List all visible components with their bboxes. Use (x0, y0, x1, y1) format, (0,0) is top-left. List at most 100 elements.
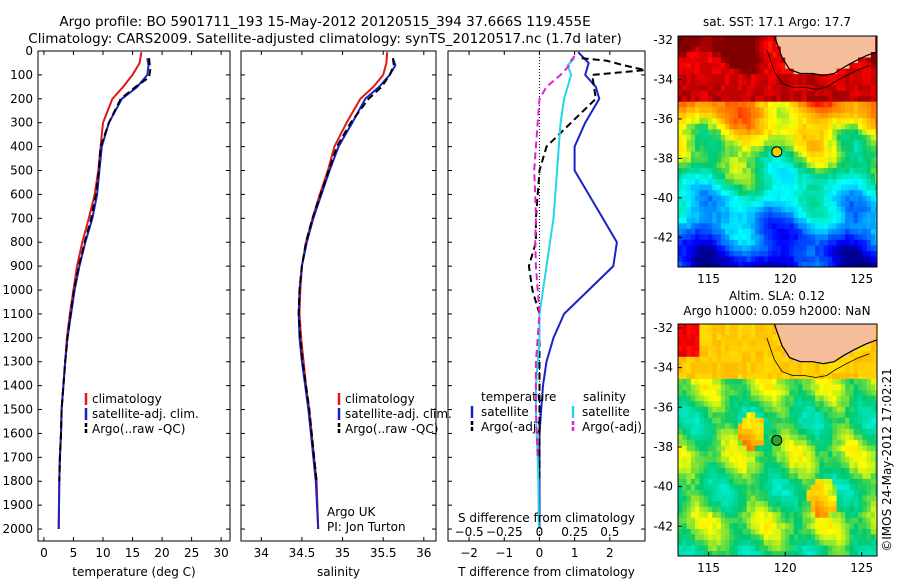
sst_map-cell (699, 56, 705, 63)
sla_map-cell (682, 461, 688, 468)
sla_map-cell (798, 367, 803, 374)
sla_map-cell (853, 489, 859, 496)
sst_map-cell (870, 101, 876, 108)
sst_map-cell (678, 178, 683, 185)
sst_map-cell (703, 84, 709, 91)
sst_map-cell (768, 117, 773, 124)
sst_map-cell (819, 173, 825, 180)
sla_map-cell (725, 489, 730, 496)
sla_map-cell (716, 506, 722, 513)
sst_map-cell (823, 134, 829, 141)
sst_map-cell (836, 184, 842, 191)
sst_map-cell (772, 134, 778, 141)
diff-legend-label: satellite (481, 405, 529, 419)
sla_map-cell (802, 522, 808, 529)
sst_map-cell (733, 139, 739, 146)
sla_map-cell (746, 345, 752, 352)
sst_map-cell (716, 79, 722, 86)
sla_map-cell (862, 500, 868, 507)
sla_map-cell (810, 472, 816, 479)
sla_map-cell (875, 324, 877, 329)
sst_map-cell (853, 36, 859, 41)
sla_map-cell (712, 478, 718, 485)
sst_map-cell (725, 36, 730, 41)
sst_map-cell (798, 200, 803, 207)
sst_map-cell (870, 189, 876, 196)
sst_map-cell (686, 56, 692, 63)
sla_map-cell (703, 500, 709, 507)
sst_map-cell (862, 244, 868, 251)
sla_map-cell (729, 389, 735, 396)
sst_map-cell (699, 95, 705, 102)
sst_map-cell (746, 184, 752, 191)
sla_map-cell (733, 461, 739, 468)
sst_map-cell (845, 134, 851, 141)
sst_map-cell (853, 84, 859, 91)
sla_map-cell (729, 522, 735, 529)
sla_map-cell (870, 372, 876, 379)
sst_map-cell (729, 233, 735, 240)
sst_map-cell (780, 228, 786, 235)
sst_map-cell (840, 184, 846, 191)
sla_map-cell (849, 478, 855, 485)
sla_map-cell (725, 528, 730, 535)
sst_map-cell (750, 195, 756, 202)
sla_map-cell (845, 367, 851, 374)
sla_map-cell (870, 483, 876, 490)
sst_map-cell (793, 62, 799, 69)
sst_map-cell (712, 95, 718, 102)
sla_map-cell (738, 517, 743, 524)
sst_map-cell (716, 211, 722, 218)
sst_map-cell (712, 211, 718, 218)
sst_map-cell (712, 228, 718, 235)
sst_map-cell (819, 261, 825, 267)
sst_map-cell (815, 189, 821, 196)
sst_map-cell (695, 106, 700, 113)
sst_map-cell (789, 73, 795, 80)
sla_map-cell (690, 324, 696, 329)
sla_map-cell (690, 383, 696, 391)
sst_map-cell (875, 36, 877, 41)
sst_map-cell (763, 134, 769, 141)
sst_map-cell (840, 62, 846, 69)
sst_map-cell (755, 162, 761, 169)
sla_map-cell (780, 539, 786, 546)
sla_map-cell (845, 328, 851, 335)
sla_map-cell (738, 411, 743, 418)
sst_map-cell (768, 150, 773, 157)
sst_map-cell (686, 150, 692, 157)
sst_map-cell (780, 134, 786, 141)
sst_map-cell (815, 79, 821, 86)
sst_map-cell (819, 145, 825, 152)
temperature-xtick-label: 0 (40, 546, 48, 560)
sla_map-cell (802, 489, 808, 496)
sla_map-cell (866, 461, 872, 468)
sla_map-cell (845, 506, 851, 513)
sla_map-cell (819, 439, 825, 446)
sla_map-cell (870, 439, 876, 446)
sla_map-cell (720, 422, 726, 429)
sla_map-cell (708, 517, 713, 524)
sst_map-cell (798, 112, 803, 119)
sla_map-cell (759, 383, 765, 391)
sst_map-cell (678, 106, 683, 113)
sst_map-cell (695, 244, 700, 251)
sla_map-cell (866, 389, 872, 396)
sla_map-cell (866, 494, 872, 502)
sla_map-cell (862, 339, 868, 346)
sst_map-cell (840, 228, 846, 235)
sst_map-cell (776, 184, 782, 191)
sla_map-cell (776, 500, 782, 507)
sst_map-cell (806, 128, 812, 135)
sst_map-cell (828, 123, 833, 130)
sla_map-cell (733, 522, 739, 529)
sla_map-cell (750, 544, 756, 552)
sla_map-cell (738, 372, 743, 379)
sla_map-cell (862, 428, 868, 435)
sla_map-cell (819, 539, 825, 546)
diff-xtick-label: 2 (606, 546, 614, 560)
sla_map-cell (798, 544, 803, 552)
sla_map-cell (708, 511, 713, 518)
sla_map-cell (785, 500, 791, 507)
sla_map-cell (875, 533, 877, 540)
